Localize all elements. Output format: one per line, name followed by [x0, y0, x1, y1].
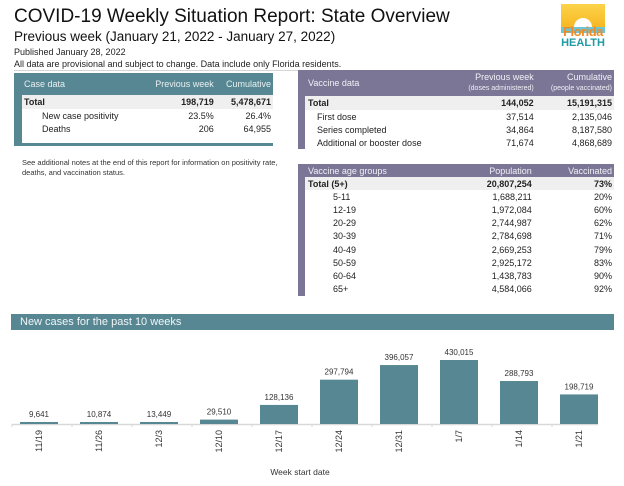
- vaccine-header-label: Vaccine data: [305, 70, 453, 96]
- data-label: 198,719: [565, 382, 594, 391]
- table-row: Total 144,052 15,191,315: [305, 96, 614, 110]
- chart-title: New cases for the past 10 weeks: [11, 314, 614, 330]
- disclaimer: All data are provisional and subject to …: [14, 59, 342, 69]
- vaccine-header-cum: Cumulative (people vaccinated): [535, 70, 614, 96]
- logo-line2: HEALTH: [561, 37, 605, 49]
- x-tick-label: 12/17: [274, 430, 284, 453]
- bar-12-3: [140, 421, 178, 424]
- data-label: 13,449: [147, 410, 172, 419]
- data-label: 128,136: [265, 393, 294, 402]
- bar-1-7: [440, 360, 478, 424]
- table-row: 20-29 2,744,987 62%: [333, 218, 612, 229]
- new-cases-bar-chart: 9,641 11/19 10,874 11/26 13,449 12/3 29,510 12/…: [11, 348, 598, 477]
- case-data-table: Case data Previous week Cumulative Total…: [14, 73, 273, 146]
- florida-health-logo: Florida HEALTH: [561, 4, 605, 49]
- report-title: COVID-19 Weekly Situation Report: State …: [14, 6, 450, 27]
- case-header-prev: Previous week: [142, 73, 216, 95]
- table-row: 65+ 4,584,066 92%: [333, 284, 612, 295]
- vaccine-data-table: Vaccine data Previous week (doses adminis…: [298, 70, 614, 149]
- x-tick-label: 12/3: [154, 430, 164, 448]
- age-header-vax: Vaccinated: [533, 164, 614, 177]
- x-tick-label: 1/21: [574, 430, 584, 448]
- data-label: 29,510: [207, 408, 232, 417]
- x-tick-label: 12/31: [394, 430, 404, 453]
- table-row: 5-11 1,688,211 20%: [333, 191, 612, 202]
- table-row: 30-39 2,784,698 71%: [333, 231, 612, 242]
- age-header-pop: Population: [451, 164, 534, 177]
- data-label: 430,015: [445, 348, 474, 357]
- bar-12-17: [260, 404, 298, 424]
- bar-12-10: [200, 419, 238, 424]
- report-subtitle: Previous week (January 21, 2022 - Januar…: [14, 29, 336, 44]
- table-row: 50-59 2,925,172 83%: [333, 257, 612, 268]
- bar-11-26: [80, 422, 118, 424]
- bar-1-21: [560, 394, 598, 424]
- bar-12-31: [380, 365, 418, 424]
- logo-line1: Florida: [563, 24, 603, 39]
- x-tick-label: 11/26: [94, 430, 104, 452]
- table-row: Total (5+) 20,807,254 73%: [305, 177, 614, 191]
- table-row: Deaths 206 64,955: [42, 123, 271, 134]
- bar-12-24: [320, 379, 358, 424]
- data-label: 288,793: [505, 369, 534, 378]
- case-header-cum: Cumulative: [215, 73, 273, 95]
- additional-notes: See additional notes at the end of this …: [22, 158, 278, 177]
- age-header-label: Vaccine age groups: [305, 164, 452, 177]
- data-label: 396,057: [385, 353, 414, 362]
- vaccine-header-prev: Previous week (doses administered): [452, 70, 536, 96]
- x-tick-label: 12/10: [214, 430, 224, 453]
- x-axis-label: Week start date: [270, 467, 330, 477]
- data-label: 9,641: [29, 410, 50, 419]
- x-tick-label: 1/7: [454, 430, 464, 443]
- table-row: 40-49 2,669,253 79%: [333, 244, 612, 255]
- data-label: 297,794: [325, 368, 354, 377]
- published-date: Published January 28, 2022: [14, 47, 126, 57]
- table-row: New case positivity 23.5% 26.4%: [42, 110, 271, 121]
- vaccine-age-groups-table: Vaccine age groups Population Vaccinated…: [298, 164, 614, 296]
- bar-1-14: [500, 381, 538, 424]
- x-tick-label: 11/19: [34, 430, 44, 452]
- data-label: 10,874: [87, 410, 112, 419]
- table-row: 60-64 1,438,783 90%: [333, 270, 612, 281]
- table-row: 12-19 1,972,084 60%: [333, 204, 612, 215]
- table-row: Additional or booster dose 71,674 4,868,…: [317, 137, 612, 148]
- x-tick-label: 1/14: [514, 430, 524, 448]
- bar-11-19: [20, 422, 58, 424]
- x-tick-label: 12/24: [334, 430, 344, 453]
- table-row: First dose 37,514 2,135,046: [317, 111, 612, 122]
- table-row: Series completed 34,864 8,187,580: [317, 124, 612, 135]
- table-row: Total 198,719 5,478,671: [22, 95, 273, 109]
- case-header-label: Case data: [22, 73, 142, 95]
